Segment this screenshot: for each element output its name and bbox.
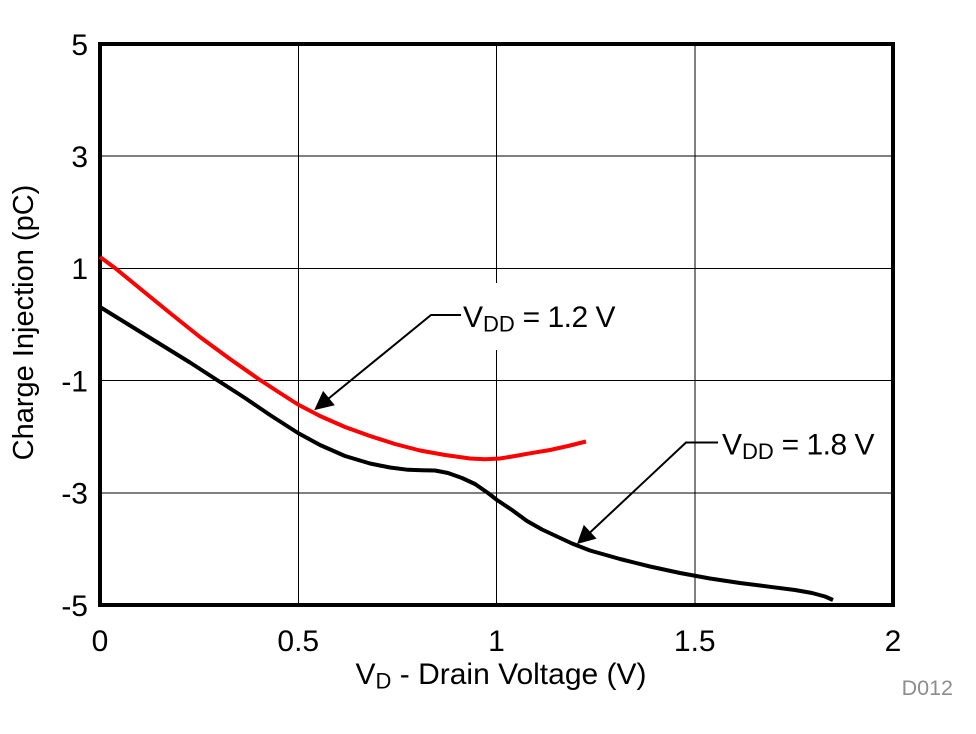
svg-text:0.5: 0.5 (277, 625, 319, 658)
svg-text:Charge Injection (pC): Charge Injection (pC) (8, 185, 40, 461)
svg-text:2: 2 (885, 625, 902, 658)
svg-text:D012: D012 (902, 676, 953, 700)
svg-text:3: 3 (71, 141, 88, 174)
svg-text:VDD = 1.8 V: VDD = 1.8 V (722, 429, 875, 465)
svg-text:-5: -5 (61, 590, 88, 623)
svg-text:5: 5 (71, 29, 88, 62)
svg-text:-3: -3 (61, 478, 88, 511)
svg-text:1.5: 1.5 (674, 625, 716, 658)
svg-text:0: 0 (92, 625, 109, 658)
svg-text:VD - Drain Voltage (V): VD - Drain Voltage (V) (356, 658, 647, 694)
svg-text:1: 1 (71, 253, 88, 286)
svg-text:1: 1 (488, 625, 505, 658)
svg-text:-1: -1 (61, 365, 88, 398)
